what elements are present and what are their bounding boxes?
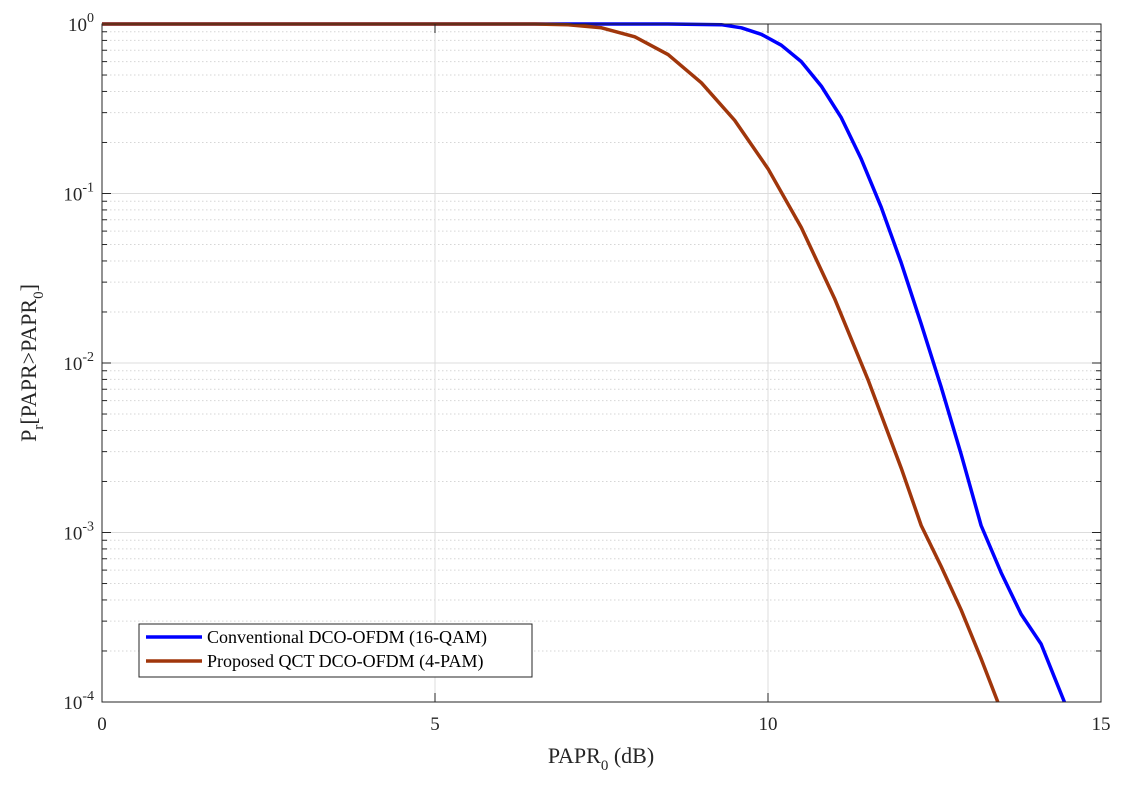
y-tick-label-base: 10 xyxy=(68,15,87,36)
ticks xyxy=(101,23,1102,703)
series-line-0 xyxy=(102,22,1067,703)
x-tick-label: 0 xyxy=(97,714,107,735)
series-line-1 xyxy=(102,22,1000,703)
y-axis-label-mid: [PAPR>PAPR xyxy=(16,299,41,425)
y-tick-label-base: 10 xyxy=(63,524,82,545)
y-tick-label: 10-3 xyxy=(63,520,94,545)
x-axis-label-sub: 0 xyxy=(601,758,609,774)
x-tick-label: 10 xyxy=(759,714,778,735)
y-axis-label-end: ] xyxy=(16,284,41,291)
x-axis-label: PAPR0 (dB) xyxy=(548,743,654,774)
y-tick-label: 10-1 xyxy=(63,181,94,206)
y-tick-label-exp: -2 xyxy=(82,350,94,365)
y-axis-label-p-sub: r xyxy=(31,425,47,430)
legend-label-proposed: Proposed QCT DCO-OFDM (4-PAM) xyxy=(207,651,484,672)
x-axis-label-main: PAPR xyxy=(548,743,601,768)
legend-label-conventional: Conventional DCO-OFDM (16-QAM) xyxy=(207,627,487,648)
y-axis-label: Pr[PAPR>PAPR0] xyxy=(16,284,47,442)
y-tick-label-exp: -3 xyxy=(82,520,94,535)
y-tick-label: 10-2 xyxy=(63,350,94,375)
legend-box xyxy=(138,623,533,678)
y-tick-label-exp: 0 xyxy=(87,11,94,26)
x-axis-label-rest: (dB) xyxy=(608,743,654,768)
x-tick-label: 15 xyxy=(1092,714,1111,735)
y-tick-label: 10-4 xyxy=(63,689,94,714)
y-tick-label-exp: -1 xyxy=(82,181,94,196)
y-tick-label: 100 xyxy=(68,11,94,36)
y-tick-label-base: 10 xyxy=(63,693,82,714)
y-tick-label-exp: -4 xyxy=(82,689,94,704)
legend: Conventional DCO-OFDM (16-QAM) Proposed … xyxy=(138,623,533,678)
y-axis-label-sub: 0 xyxy=(31,291,47,299)
y-axis-label-p: P xyxy=(16,430,41,442)
y-tick-label-base: 10 xyxy=(63,185,82,206)
series-layer xyxy=(102,22,1067,703)
x-tick-label: 5 xyxy=(430,714,440,735)
y-tick-label-base: 10 xyxy=(63,354,82,375)
